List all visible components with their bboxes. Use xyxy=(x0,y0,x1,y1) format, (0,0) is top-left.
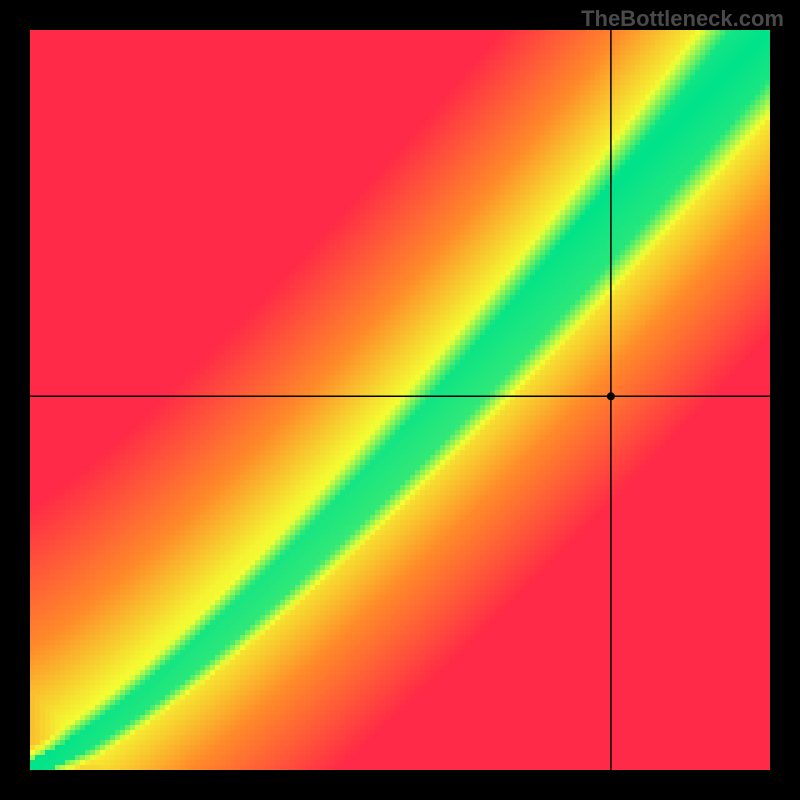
plot-area xyxy=(30,30,770,770)
watermark-text: TheBottleneck.com xyxy=(581,6,784,32)
bottleneck-heatmap xyxy=(30,30,770,770)
